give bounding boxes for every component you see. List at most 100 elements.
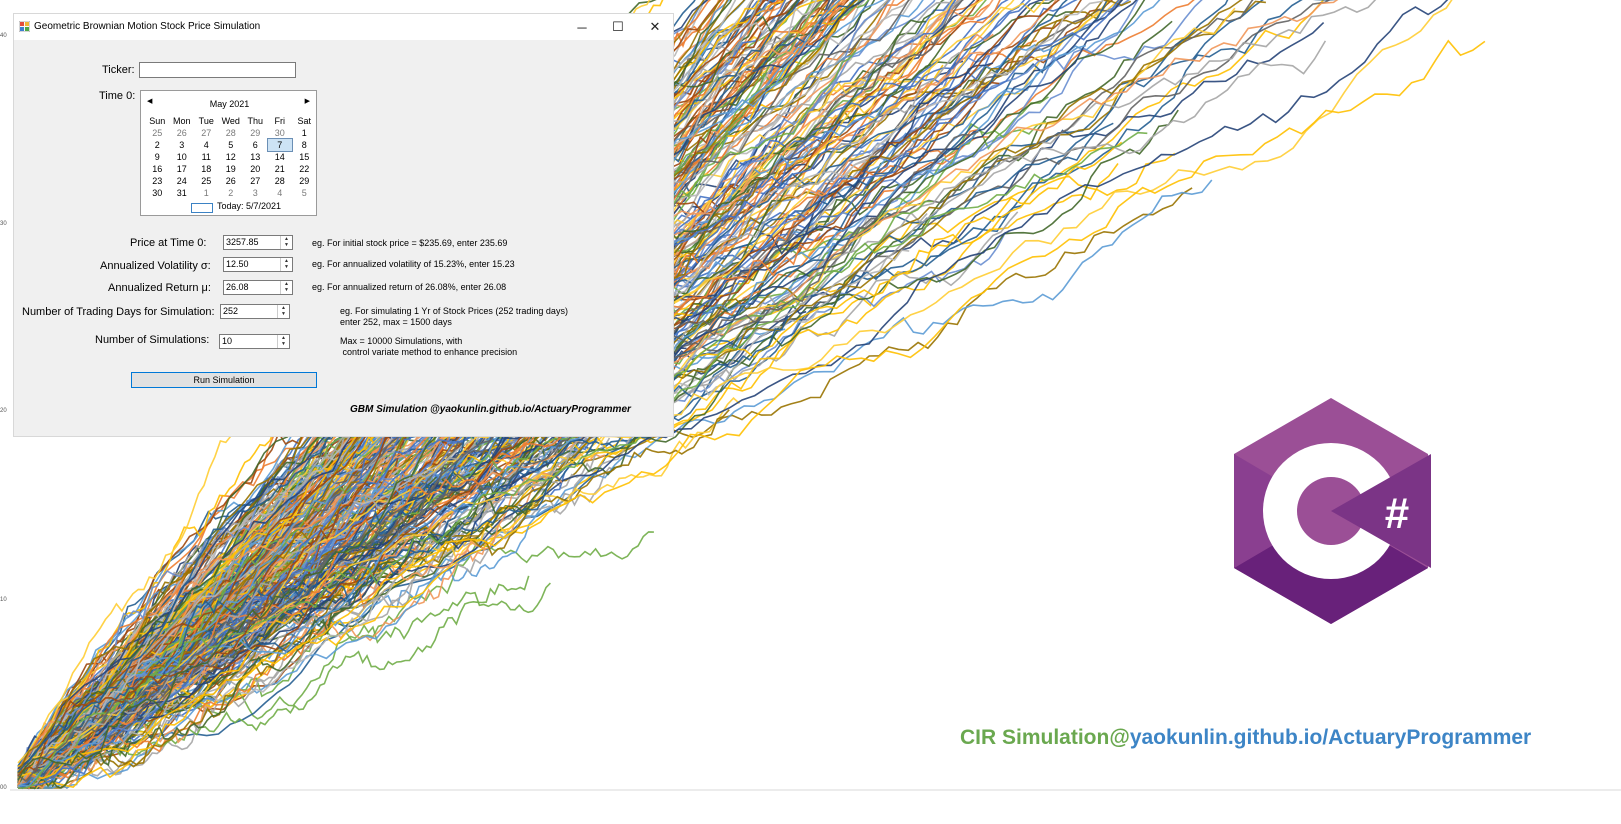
calendar-day[interactable]: 16 <box>152 164 163 174</box>
close-button[interactable]: ✕ <box>649 19 661 34</box>
down-arrow-icon[interactable]: ▼ <box>284 287 289 293</box>
down-arrow-icon[interactable]: ▼ <box>281 341 286 347</box>
stepper-arrows[interactable]: ▲ ▼ <box>280 236 292 249</box>
price-hint: eg. For initial stock price = $235.69, e… <box>312 238 508 248</box>
calendar-day[interactable]: 26 <box>176 128 187 138</box>
today-marker-icon[interactable] <box>191 203 213 213</box>
stepper-arrows[interactable]: ▲ ▼ <box>280 281 292 294</box>
calendar-day[interactable]: 26 <box>225 176 236 186</box>
weekday-header: Tue <box>198 116 214 126</box>
calendar-day[interactable]: 30 <box>152 188 163 198</box>
calendar-day[interactable]: 13 <box>250 152 261 162</box>
weekday-header: Wed <box>221 116 240 126</box>
y-tick-label: 40 <box>0 33 7 39</box>
calendar-day[interactable]: 28 <box>225 128 236 138</box>
y-tick-label: 10 <box>0 597 7 603</box>
return-stepper[interactable]: 26.08 ▲ ▼ <box>223 280 293 295</box>
trading-days-value[interactable]: 252 <box>223 306 239 316</box>
calendar-day[interactable]: 22 <box>299 164 310 174</box>
trading-days-stepper[interactable]: 252 ▲ ▼ <box>220 304 290 319</box>
calendar-day[interactable]: 4 <box>277 188 283 198</box>
simulation-path <box>17 0 841 787</box>
calendar-day[interactable]: 5 <box>301 188 307 198</box>
calendar-day[interactable]: 1 <box>301 128 307 138</box>
simulation-path <box>17 0 657 780</box>
calendar-day[interactable]: 5 <box>228 140 234 150</box>
calendar-day[interactable]: 19 <box>225 164 236 174</box>
watermark: CIR Simulation@yaokunlin.github.io/Actua… <box>960 726 1531 750</box>
calendar-month-title[interactable]: May 2021 <box>209 99 250 109</box>
calendar-day[interactable]: 8 <box>301 140 307 150</box>
return-value[interactable]: 26.08 <box>226 282 249 292</box>
volatility-label: Annualized Volatility σ: <box>100 260 211 272</box>
simulation-path <box>17 152 1176 774</box>
minimize-button[interactable]: ─ <box>577 19 587 35</box>
calendar-day[interactable]: 29 <box>299 176 310 186</box>
volatility-stepper[interactable]: 12.50 ▲ ▼ <box>223 257 293 272</box>
calendar-next-icon[interactable]: ▶ <box>304 98 310 105</box>
calendar-day[interactable]: 10 <box>176 152 187 162</box>
app-window: Geometric Brownian Motion Stock Price Si… <box>14 14 673 436</box>
calendar-day[interactable]: 30 <box>274 128 285 138</box>
simulation-path <box>17 0 711 771</box>
calendar-day[interactable]: 18 <box>201 164 212 174</box>
calendar-day[interactable]: 3 <box>252 188 258 198</box>
calendar-day[interactable]: 12 <box>225 152 236 162</box>
calendar-day[interactable]: 25 <box>201 176 212 186</box>
calendar-day[interactable]: 29 <box>250 128 261 138</box>
title-bar[interactable]: Geometric Brownian Motion Stock Price Si… <box>14 14 673 40</box>
calendar-grid: Sun Mon Tue Wed Thu Fri Sat 25 26 27 28 … <box>145 115 317 199</box>
up-arrow-icon[interactable]: ▲ <box>284 236 289 242</box>
stepper-arrows[interactable]: ▲ ▼ <box>277 305 289 318</box>
simulations-stepper[interactable]: 10 ▲ ▼ <box>219 334 290 349</box>
calendar-day-selected[interactable]: 7 <box>266 138 293 152</box>
stepper-arrows[interactable]: ▲ ▼ <box>277 335 289 348</box>
calendar-day[interactable]: 17 <box>176 164 187 174</box>
calendar-today-label[interactable]: Today: 5/7/2021 <box>217 201 282 211</box>
run-simulation-button[interactable]: Run Simulation <box>131 372 317 388</box>
calendar-day[interactable]: 11 <box>201 152 211 162</box>
price-value[interactable]: 3257.85 <box>226 237 259 247</box>
date-calendar[interactable]: ◀ ▶ May 2021 Sun Mon Tue Wed Thu Fri Sat… <box>140 90 317 216</box>
calendar-day[interactable]: 25 <box>152 128 163 138</box>
calendar-day[interactable]: 28 <box>274 176 285 186</box>
calendar-day[interactable]: 20 <box>250 164 261 174</box>
ticker-input[interactable] <box>139 62 296 78</box>
calendar-day[interactable]: 2 <box>228 188 234 198</box>
volatility-hint: eg. For annualized volatility of 15.23%,… <box>312 259 515 269</box>
csharp-logo-hash: # <box>1385 489 1409 538</box>
calendar-day[interactable]: 27 <box>250 176 261 186</box>
up-arrow-icon[interactable]: ▲ <box>281 305 286 311</box>
calendar-day[interactable]: 31 <box>176 188 187 198</box>
calendar-day[interactable]: 23 <box>152 176 163 186</box>
up-arrow-icon[interactable]: ▲ <box>284 258 289 264</box>
calendar-day[interactable]: 3 <box>179 140 185 150</box>
down-arrow-icon[interactable]: ▼ <box>284 264 289 270</box>
calendar-day[interactable]: 14 <box>274 152 285 162</box>
calendar-prev-icon[interactable]: ◀ <box>147 98 153 105</box>
calendar-day[interactable]: 27 <box>201 128 212 138</box>
up-arrow-icon[interactable]: ▲ <box>284 281 289 287</box>
calendar-day[interactable]: 1 <box>203 188 209 198</box>
down-arrow-icon[interactable]: ▼ <box>281 311 286 317</box>
price-stepper[interactable]: 3257.85 ▲ ▼ <box>223 235 293 250</box>
simulation-path <box>17 0 1339 790</box>
y-tick-label: 00 <box>0 785 7 791</box>
simulations-value[interactable]: 10 <box>222 336 233 346</box>
trading-days-hint: eg. For simulating 1 Yr of Stock Prices … <box>340 306 568 316</box>
down-arrow-icon[interactable]: ▼ <box>284 242 289 248</box>
simulation-path <box>17 575 530 783</box>
up-arrow-icon[interactable]: ▲ <box>281 335 286 341</box>
stepper-arrows[interactable]: ▲ ▼ <box>280 258 292 271</box>
maximize-button[interactable]: ☐ <box>612 19 624 34</box>
calendar-day[interactable]: 21 <box>274 164 285 174</box>
calendar-day[interactable]: 15 <box>299 152 310 162</box>
calendar-day[interactable]: 6 <box>252 140 258 150</box>
calendar-day[interactable]: 24 <box>176 176 187 186</box>
y-tick-label: 20 <box>0 408 7 414</box>
watermark-url: yaokunlin.github.io/ActuaryProgrammer <box>1129 726 1532 749</box>
calendar-day[interactable]: 9 <box>154 152 160 162</box>
calendar-day[interactable]: 2 <box>154 140 160 150</box>
volatility-value[interactable]: 12.50 <box>226 259 249 269</box>
calendar-day[interactable]: 4 <box>203 140 209 150</box>
